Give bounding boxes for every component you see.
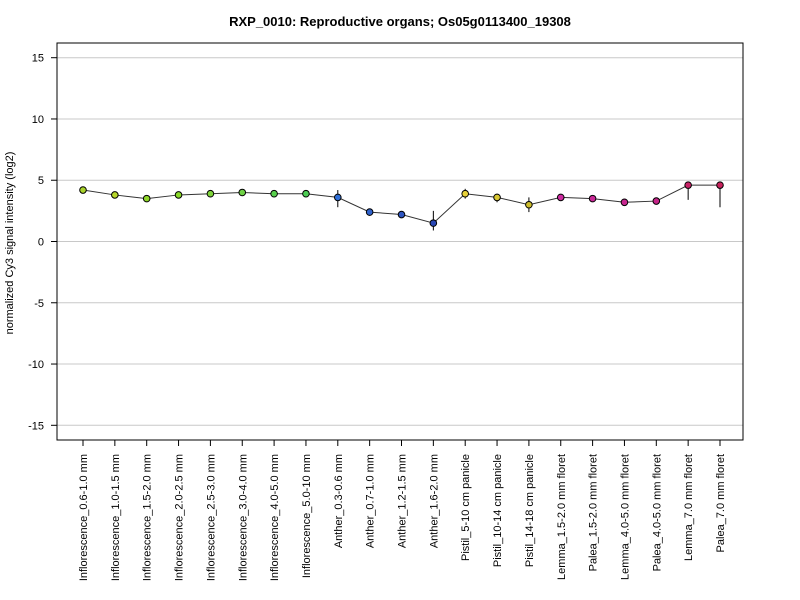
y-axis-label: normalized Cy3 signal intensity (log2) [4,152,16,335]
x-tick-label: Pistil_5-10 cm panicle [460,454,472,561]
x-axis: Inflorescence_0.6-1.0 mm Inflorescence_1.… [78,440,727,581]
data-point [238,188,247,197]
data-point [716,181,724,189]
data-point [556,193,565,202]
data-point [493,193,501,202]
x-tick-label: Pistil_10-14 cm panicle [492,454,504,567]
y-tick-label: 15 [32,53,44,65]
data-point [684,181,692,189]
y-tick-label: 5 [38,175,44,187]
gridlines [57,57,743,426]
y-tick-label: 10 [32,114,44,126]
data-point [334,193,342,202]
y-tick-label: -15 [28,420,44,432]
data-points [79,181,724,227]
y-tick-label: -10 [28,359,44,371]
x-tick-label: Lemma_4.0-5.0 mm floret [619,454,631,580]
data-point [174,191,183,199]
data-point [397,210,406,219]
x-tick-label: Palea_4.0-5.0 mm floret [651,454,663,571]
data-point [525,200,533,209]
data-point [206,189,215,198]
data-point [79,186,87,194]
x-tick-label: Inflorescence_3.0-4.0 mm [237,454,249,581]
data-point [302,189,310,198]
x-tick-label: Lemma_1.5-2.0 mm floret [556,454,568,580]
y-tick-label: -5 [34,298,44,310]
y-axis: -15 -10 -5 0 5 10 15 [28,53,57,432]
x-tick-label: Inflorescence_5.0-10 mm [301,454,313,578]
x-tick-label: Pistil_14-18 cm panicle [524,454,536,567]
data-point [429,219,438,227]
x-tick-label: Anther_0.3-0.6 mm [333,454,345,548]
x-tick-label: Anther_1.6-2.0 mm [428,454,440,548]
data-point [588,194,597,203]
data-point [365,208,374,216]
data-point [620,198,629,207]
x-tick-label: Lemma_7.0 mm floret [683,454,695,561]
x-tick-label: Inflorescence_1.5-2.0 mm [142,454,154,581]
y-tick-label: 0 [38,237,44,249]
x-tick-label: Inflorescence_2.0-2.5 mm [174,454,186,581]
data-point [461,189,470,198]
data-point [270,189,278,198]
data-point [142,194,151,203]
x-tick-label: Inflorescence_2.5-3.0 mm [205,454,217,581]
plot-frame [56,42,744,441]
x-tick-label: Palea_1.5-2.0 mm floret [588,454,600,571]
x-tick-label: Inflorescence_4.0-5.0 mm [269,454,281,581]
x-tick-label: Inflorescence_1.0-1.5 mm [110,454,122,581]
x-tick-label: Inflorescence_0.6-1.0 mm [78,454,90,581]
data-point [111,191,119,199]
chart-title: RXP_0010: Reproductive organs; Os05g0113… [229,14,571,29]
x-tick-label: Anther_1.2-1.5 mm [397,454,409,548]
x-tick-label: Palea_7.0 mm floret [715,454,727,552]
x-tick-label: Anther_0.7-1.0 mm [365,454,377,548]
data-point [652,197,661,205]
